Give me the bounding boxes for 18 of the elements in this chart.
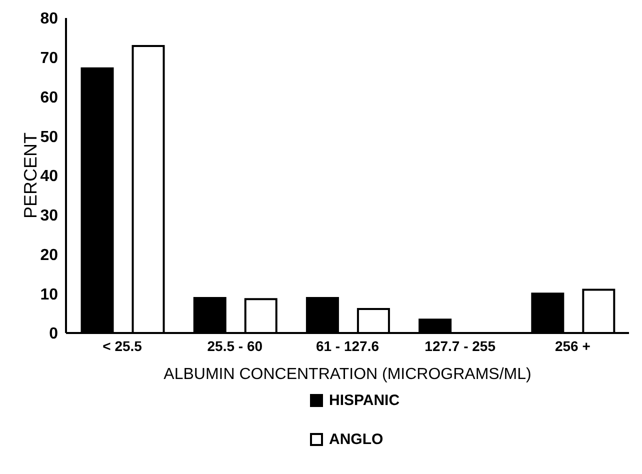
y-tick-label: 80	[40, 10, 58, 28]
y-tick-label: 30	[40, 208, 58, 225]
x-tick-label: < 25.5	[102, 338, 142, 354]
x-tick-label: 127.7 - 255	[424, 338, 496, 354]
y-tick-label: 70	[40, 50, 58, 68]
x-tick-label: 25.5 - 60	[207, 338, 263, 354]
legend-label: ANGLO	[329, 431, 384, 448]
y-axis-title: PERCENT	[20, 132, 40, 219]
y-tick-label: 50	[40, 128, 58, 146]
x-tick-label: 61 - 127.6	[316, 338, 380, 354]
y-tick-label: 0	[49, 326, 58, 343]
y-tick-label: 10	[40, 286, 58, 304]
x-tick-label: 256 +	[554, 338, 590, 354]
legend-label: HISPANIC	[329, 392, 400, 409]
y-tick-label: 60	[40, 89, 58, 106]
y-tick-label: 20	[40, 246, 58, 264]
y-tick-label: 40	[40, 168, 58, 186]
x-axis-title: ALBUMIN CONCENTRATION (MICROGRAMS/ML)	[164, 366, 532, 383]
